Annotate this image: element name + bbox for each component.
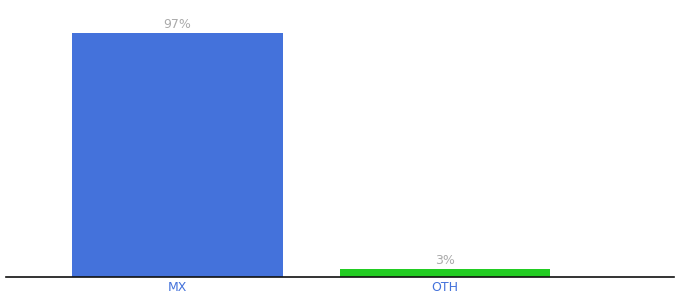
Bar bbox=[73, 33, 283, 277]
Bar bbox=[340, 269, 550, 277]
Text: 3%: 3% bbox=[435, 254, 455, 266]
Text: 97%: 97% bbox=[164, 18, 192, 31]
